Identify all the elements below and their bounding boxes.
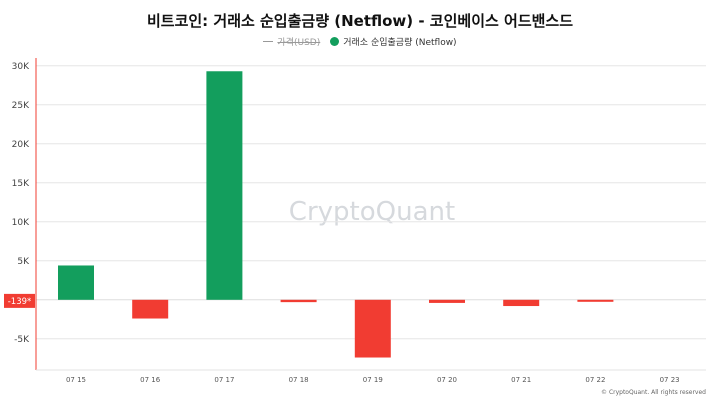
x-axis: 07 15 07 16 07 17 07 18 07 19 07 20 07 21 07 22…: [36, 369, 706, 384]
y-tick-label: 10K: [12, 218, 30, 228]
legend-price-label: 가격(USD): [277, 38, 321, 48]
x-tick-label: 07 17: [214, 376, 234, 384]
x-tick-label: 07 20: [437, 376, 457, 384]
y-tick-label: 30K: [12, 62, 30, 72]
y-axis: 30K 25K 20K 15K 10K 5K -5K -139*: [4, 58, 37, 370]
bar[interactable]: [280, 299, 317, 303]
bar[interactable]: [132, 299, 169, 319]
current-value-label: -139*: [8, 297, 32, 307]
legend-line-icon: [263, 41, 274, 42]
legend-dot-icon: [330, 37, 340, 46]
x-tick-label: 07 23: [660, 376, 680, 384]
y-tick-label: 20K: [12, 140, 30, 150]
y-tick-label: -5K: [14, 335, 30, 345]
bar[interactable]: [577, 299, 614, 302]
bar[interactable]: [354, 299, 391, 358]
legend-netflow-label: 거래소 순입출금량 (Netflow): [343, 38, 457, 48]
x-tick-label: 07 19: [363, 376, 383, 384]
x-tick-label: 07 21: [511, 376, 531, 384]
legend-item-price[interactable]: 가격(USD): [263, 35, 320, 48]
bar[interactable]: [206, 71, 243, 300]
y-tick-label: 25K: [12, 101, 30, 111]
bars: [58, 71, 614, 358]
legend: 가격(USD) 거래소 순입출금량 (Netflow): [0, 35, 720, 48]
bar[interactable]: [429, 299, 465, 303]
x-tick-label: 07 15: [66, 376, 86, 384]
y-tick-label: 15K: [12, 179, 30, 189]
x-tick-label: 07 18: [289, 376, 309, 384]
y-tick-label: 5K: [17, 257, 30, 267]
bar[interactable]: [58, 265, 94, 300]
watermark: CryptoQuant: [289, 197, 455, 227]
copyright: © CryptoQuant. All rights reserved: [601, 389, 706, 396]
bar[interactable]: [503, 299, 540, 307]
chart-title: 비트코인: 거래소 순입출금량 (Netflow) - 코인베이스 어드밴스드: [146, 12, 574, 30]
x-tick-label: 07 16: [140, 376, 161, 384]
legend-item-netflow[interactable]: 거래소 순입출금량 (Netflow): [330, 35, 457, 48]
current-value-marker: [4, 293, 35, 308]
x-tick-label: 07 22: [585, 376, 605, 384]
